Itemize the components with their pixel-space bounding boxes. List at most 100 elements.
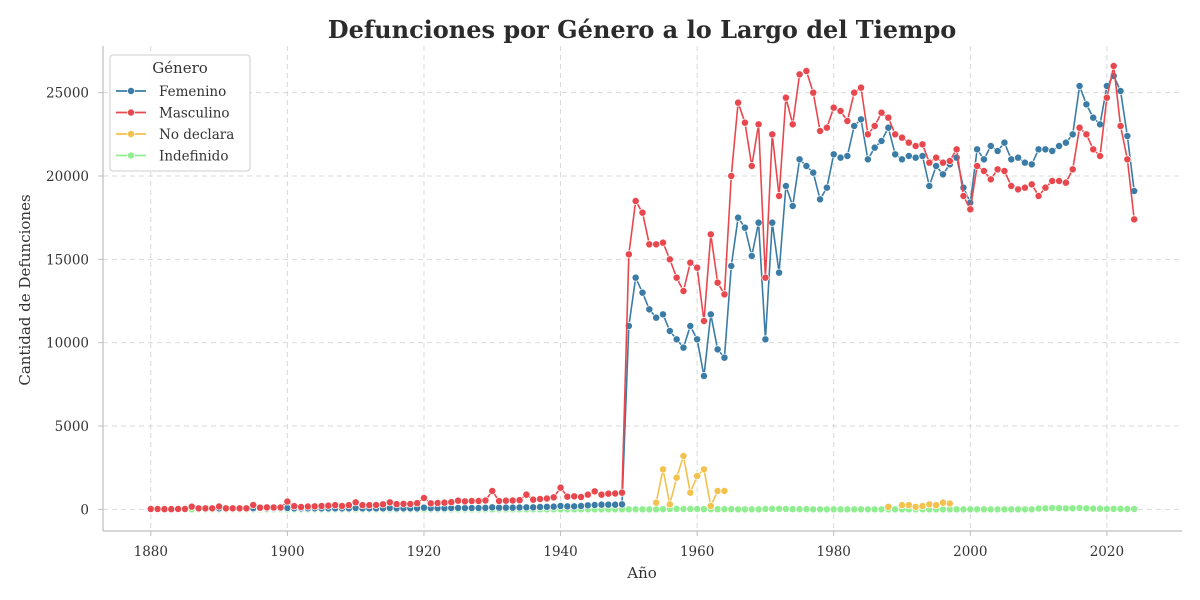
series-no-declara [652, 452, 954, 511]
data-point-no-declara [939, 498, 947, 507]
data-point-indefinido [740, 505, 749, 514]
data-point-masculino [747, 162, 756, 170]
data-point-indefinido [973, 505, 982, 514]
data-point-masculino [836, 107, 845, 115]
data-point-masculino [276, 503, 285, 512]
x-tick-label: 1960 [680, 544, 714, 560]
data-point-masculino [310, 502, 319, 511]
data-point-masculino [734, 98, 743, 107]
data-point-masculino [686, 258, 695, 267]
legend-box [109, 54, 251, 172]
x-tick-label: 1980 [817, 544, 851, 560]
data-point-masculino [1089, 145, 1098, 154]
data-point-masculino [884, 113, 893, 122]
data-point-femenino [474, 504, 483, 512]
data-point-femenino [577, 502, 585, 510]
axes: 1880 1900 1920 1940 1960 1980 2000 2020 0 5000 100… [46, 46, 1182, 560]
legend-swatch-marker [127, 87, 135, 95]
data-point-indefinido [693, 505, 702, 513]
data-point-femenino [1096, 120, 1105, 129]
data-point-femenino [925, 182, 934, 190]
data-point-femenino [283, 504, 292, 512]
y-tick-label: 25000 [46, 86, 89, 102]
data-point-masculino [269, 503, 278, 512]
data-point-indefinido [843, 505, 852, 514]
data-point-femenino [597, 500, 606, 509]
data-point-masculino [788, 120, 797, 129]
legend-entry-no-declara: No declara [116, 127, 234, 143]
data-point-indefinido [700, 505, 708, 514]
data-point-femenino [986, 142, 995, 150]
data-point-femenino [918, 152, 927, 160]
data-point-masculino [358, 501, 367, 510]
data-point-indefinido [993, 505, 1002, 514]
data-point-indefinido [624, 505, 633, 514]
data-point-masculino [174, 505, 183, 513]
data-point-masculino [1020, 183, 1029, 192]
data-point-masculino [843, 117, 852, 125]
data-point-indefinido [713, 505, 722, 514]
data-point-femenino [713, 345, 722, 354]
data-point-masculino [1109, 62, 1118, 70]
legend-entry-masculino: Masculino [116, 106, 230, 122]
data-point-masculino [829, 103, 838, 112]
data-point-femenino [1027, 160, 1036, 169]
data-point-indefinido [1055, 504, 1064, 513]
grid [103, 46, 1182, 531]
data-point-masculino [495, 497, 504, 505]
data-point-masculino [467, 497, 476, 505]
data-point-masculino [501, 496, 510, 505]
data-point-masculino [740, 118, 749, 127]
data-point-masculino [372, 501, 381, 509]
data-point-masculino [249, 501, 258, 509]
data-point-femenino [898, 155, 906, 164]
data-point-masculino [939, 158, 947, 167]
data-point-indefinido [727, 505, 736, 514]
legend-label: Indefinido [159, 149, 228, 165]
data-point-indefinido [1027, 505, 1036, 514]
data-point-indefinido [686, 505, 695, 513]
data-point-indefinido [747, 505, 756, 514]
y-tick-label: 15000 [46, 252, 89, 268]
data-point-femenino [508, 503, 517, 512]
data-point-indefinido [863, 505, 872, 514]
data-point-indefinido [1014, 505, 1023, 514]
y-tick-label: 10000 [46, 336, 89, 352]
data-point-femenino [1055, 142, 1064, 150]
data-point-masculino [331, 501, 340, 510]
data-point-femenino [781, 182, 790, 190]
data-point-no-declara [672, 473, 681, 482]
data-point-masculino [611, 489, 620, 498]
data-point-femenino [788, 202, 797, 210]
data-point-indefinido [775, 504, 784, 513]
data-point-femenino [1041, 145, 1050, 154]
data-point-masculino [221, 504, 230, 513]
data-point-masculino [781, 93, 790, 102]
data-point-femenino [665, 327, 674, 335]
data-point-femenino [570, 502, 579, 511]
data-point-masculino [570, 492, 579, 501]
data-point-femenino [993, 147, 1002, 155]
data-point-masculino [235, 504, 244, 513]
data-point-masculino [344, 501, 353, 510]
data-point-masculino [775, 192, 784, 200]
data-point-indefinido [638, 505, 647, 514]
data-point-masculino [1068, 165, 1077, 174]
data-point-no-declara [720, 487, 729, 495]
data-point-masculino [959, 192, 968, 200]
data-point-masculino [618, 488, 626, 497]
data-point-masculino [1130, 215, 1139, 224]
data-point-masculino [515, 496, 524, 505]
x-tick-label: 1920 [407, 544, 441, 560]
data-point-masculino [180, 505, 189, 513]
data-point-femenino [857, 115, 865, 124]
data-point-indefinido [1075, 504, 1084, 512]
series-layer [146, 62, 1139, 514]
data-point-masculino [693, 263, 702, 272]
data-point-femenino [1075, 82, 1084, 90]
data-point-femenino [877, 137, 886, 145]
data-point-indefinido [877, 505, 886, 514]
data-point-no-declara [679, 452, 688, 460]
data-point-indefinido [1020, 505, 1029, 514]
